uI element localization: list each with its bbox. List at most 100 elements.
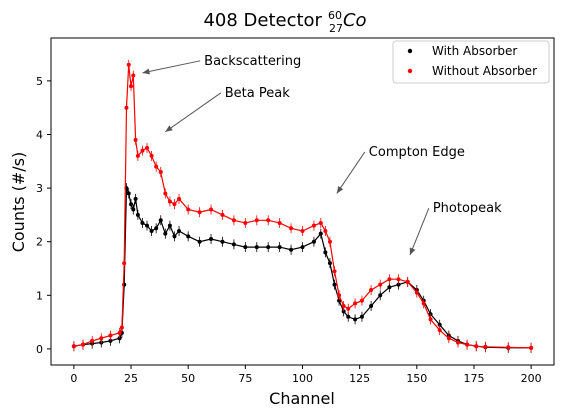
- x-tick-label: 0: [70, 372, 77, 385]
- legend-marker-with-absorber: [407, 48, 413, 54]
- chart-title: 408 Detector 60 27Co: [203, 9, 366, 35]
- data-point: [428, 312, 433, 317]
- x-tick-label: 100: [292, 372, 313, 385]
- data-point: [414, 290, 419, 295]
- data-point: [327, 239, 332, 244]
- data-point: [220, 212, 225, 217]
- data-point: [126, 62, 131, 67]
- data-point: [369, 287, 374, 292]
- plot-series: [71, 59, 534, 353]
- data-point: [266, 245, 271, 250]
- data-point: [378, 293, 383, 298]
- data-point: [359, 314, 364, 319]
- data-point: [437, 328, 442, 333]
- data-point: [387, 277, 392, 282]
- data-point: [341, 304, 346, 309]
- series-line-without-absorber: [73, 64, 532, 349]
- annotation-label: Photopeak: [433, 201, 502, 216]
- y-axis: 0 1 2 3 4 5: [36, 75, 51, 356]
- data-point: [131, 207, 136, 212]
- legend: With Absorber Without Absorber: [392, 40, 550, 84]
- data-point: [529, 345, 534, 350]
- data-point: [209, 237, 214, 242]
- x-tick-label: 175: [463, 372, 484, 385]
- data-point: [108, 333, 113, 338]
- data-point: [346, 314, 351, 319]
- data-point: [167, 199, 172, 204]
- data-point: [154, 226, 159, 231]
- annotation-arrowhead: [409, 247, 416, 256]
- data-point: [108, 338, 113, 343]
- data-point: [455, 340, 460, 345]
- x-tick-label: 25: [124, 372, 138, 385]
- data-point: [396, 282, 401, 287]
- data-point: [172, 234, 177, 239]
- data-point: [277, 245, 282, 250]
- data-point: [318, 231, 323, 236]
- data-point: [186, 234, 191, 239]
- data-point: [254, 218, 259, 223]
- data-point: [197, 239, 202, 244]
- data-point: [231, 218, 236, 223]
- data-point: [311, 239, 316, 244]
- data-point: [71, 344, 76, 349]
- annotation-arrow: [142, 60, 201, 74]
- data-point: [140, 220, 145, 225]
- data-point: [289, 247, 294, 252]
- data-point: [90, 338, 95, 343]
- data-point: [353, 317, 358, 322]
- data-point: [135, 153, 140, 158]
- data-point: [167, 223, 172, 228]
- y-tick-label: 3: [36, 182, 43, 195]
- data-point: [163, 191, 168, 196]
- isotope-atomic-number: 27: [329, 22, 343, 35]
- annotation-arrowhead: [142, 68, 150, 75]
- chart-title-text: 408 Detector: [203, 10, 322, 31]
- data-point: [140, 148, 145, 153]
- data-point: [209, 207, 214, 212]
- y-axis-label: Counts (#/s): [9, 152, 28, 253]
- data-point: [124, 105, 129, 110]
- data-point: [369, 304, 374, 309]
- data-point: [243, 245, 248, 250]
- y-tick-label: 1: [36, 289, 43, 302]
- data-point: [158, 170, 163, 175]
- data-point: [378, 282, 383, 287]
- data-point: [277, 220, 282, 225]
- data-point: [243, 220, 248, 225]
- x-tick-label: 75: [238, 372, 252, 385]
- data-point: [177, 228, 182, 233]
- y-tick-label: 2: [36, 236, 43, 249]
- data-point: [220, 239, 225, 244]
- data-point: [421, 301, 426, 306]
- data-point: [117, 330, 122, 335]
- x-tick-label: 50: [181, 372, 195, 385]
- x-tick-label: 150: [406, 372, 427, 385]
- data-point: [145, 145, 150, 150]
- data-point: [300, 228, 305, 233]
- data-point: [172, 202, 177, 207]
- data-point: [474, 344, 479, 349]
- annotation-label: Backscattering: [204, 54, 301, 69]
- data-point: [387, 285, 392, 290]
- data-point: [405, 279, 410, 284]
- data-point: [353, 301, 358, 306]
- annotation-arrow: [165, 92, 222, 133]
- data-point: [300, 245, 305, 250]
- data-point: [465, 342, 470, 347]
- data-point: [446, 336, 451, 341]
- x-tick-label: 200: [521, 372, 542, 385]
- data-point: [332, 282, 337, 287]
- annotation-label: Beta Peak: [225, 86, 290, 101]
- data-point: [133, 196, 138, 201]
- data-point: [163, 231, 168, 236]
- data-point: [135, 212, 140, 217]
- data-point: [131, 73, 136, 78]
- data-point: [266, 218, 271, 223]
- data-point: [81, 342, 86, 347]
- data-point: [337, 293, 342, 298]
- data-point: [126, 191, 131, 196]
- legend-label-with-absorber: With Absorber: [432, 44, 517, 58]
